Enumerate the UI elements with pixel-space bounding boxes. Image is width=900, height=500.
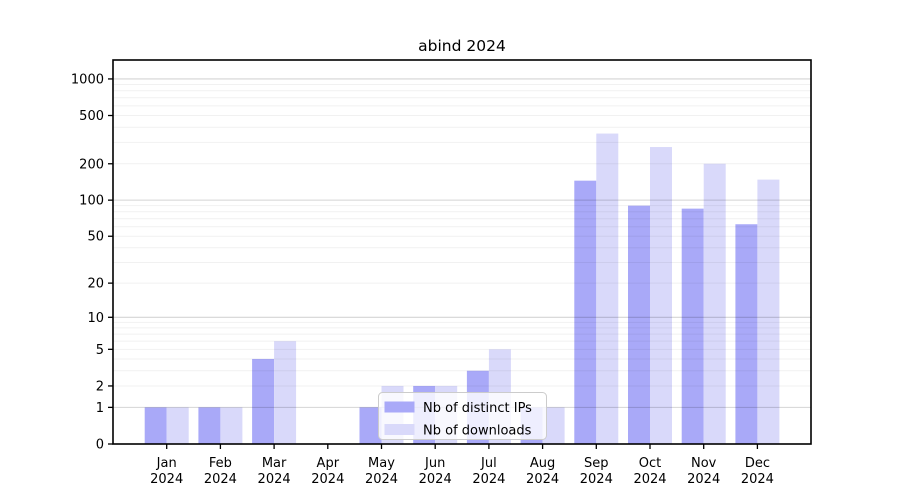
bar-nb-of-distinct-ips-oct	[628, 205, 650, 444]
x-tick-label-month: Nov	[691, 456, 717, 471]
y-tick-label: 2	[96, 379, 104, 394]
x-tick-label-month: Dec	[745, 456, 770, 471]
x-tick-label-month: Oct	[639, 456, 661, 471]
bar-nb-of-downloads-dec	[757, 179, 780, 444]
bar-nb-of-distinct-ips-may	[359, 407, 382, 444]
x-tick-label-year: 2024	[580, 472, 613, 487]
chart-title: abind 2024	[418, 37, 506, 55]
y-tick-label: 100	[79, 194, 104, 209]
x-tick-label-year: 2024	[472, 472, 505, 487]
x-tick-label-month: Jul	[480, 456, 497, 471]
y-tick-label: 0	[96, 438, 104, 453]
x-tick-label-year: 2024	[311, 472, 344, 487]
plot-border	[112, 59, 812, 445]
y-tick-label: 1000	[71, 72, 104, 87]
bar-nb-of-downloads-sep	[596, 133, 619, 444]
bar-nb-of-downloads-mar	[274, 341, 297, 444]
x-tick-label-year: 2024	[419, 472, 452, 487]
bar-nb-of-distinct-ips-dec	[735, 224, 758, 444]
x-tick-label-year: 2024	[204, 472, 237, 487]
x-tick-label-year: 2024	[258, 472, 291, 487]
x-tick-label-year: 2024	[526, 472, 559, 487]
y-tick-label: 1	[96, 401, 104, 416]
bar-nb-of-distinct-ips-sep	[574, 180, 597, 444]
bar-nb-of-distinct-ips-nov	[681, 208, 704, 444]
legend-swatch-nb-of-distinct-ips	[384, 401, 415, 413]
legend-label-nb-of-distinct-ips: Nb of distinct IPs	[423, 401, 532, 416]
bar-nb-of-distinct-ips-feb	[198, 407, 221, 444]
y-tick-label: 200	[79, 157, 104, 172]
x-tick-label-month: Mar	[262, 456, 287, 471]
x-tick-label-month: Apr	[317, 456, 340, 471]
x-tick-label-month: Sep	[584, 456, 609, 471]
y-tick-label: 50	[87, 230, 104, 245]
x-tick-label-month: Jun	[424, 456, 445, 471]
x-tick-label-month: Aug	[530, 456, 555, 471]
x-tick-label-month: Jan	[156, 456, 177, 471]
x-tick-label-year: 2024	[741, 472, 774, 487]
bar-nb-of-downloads-aug	[542, 407, 565, 444]
legend-label-nb-of-downloads: Nb of downloads	[423, 424, 532, 439]
x-tick-label-year: 2024	[365, 472, 398, 487]
bar-nb-of-downloads-nov	[703, 163, 726, 444]
y-tick-label: 10	[87, 311, 104, 326]
bar-nb-of-distinct-ips-mar	[252, 358, 275, 444]
x-tick-label-month: Feb	[209, 456, 232, 471]
y-tick-label: 5	[96, 343, 104, 358]
x-tick-label-year: 2024	[633, 472, 666, 487]
x-tick-label-month: May	[368, 456, 395, 471]
x-tick-label-year: 2024	[150, 472, 183, 487]
y-tick-label: 20	[87, 277, 104, 292]
bar-nb-of-downloads-feb	[220, 407, 243, 444]
bar-nb-of-distinct-ips-jan	[144, 407, 167, 444]
x-tick-label-year: 2024	[687, 472, 720, 487]
legend-swatch-nb-of-downloads	[384, 424, 415, 435]
legend-box	[378, 392, 547, 440]
bar-nb-of-downloads-jan	[166, 407, 189, 444]
y-tick-label: 500	[79, 109, 104, 124]
bar-nb-of-downloads-oct	[650, 147, 672, 445]
